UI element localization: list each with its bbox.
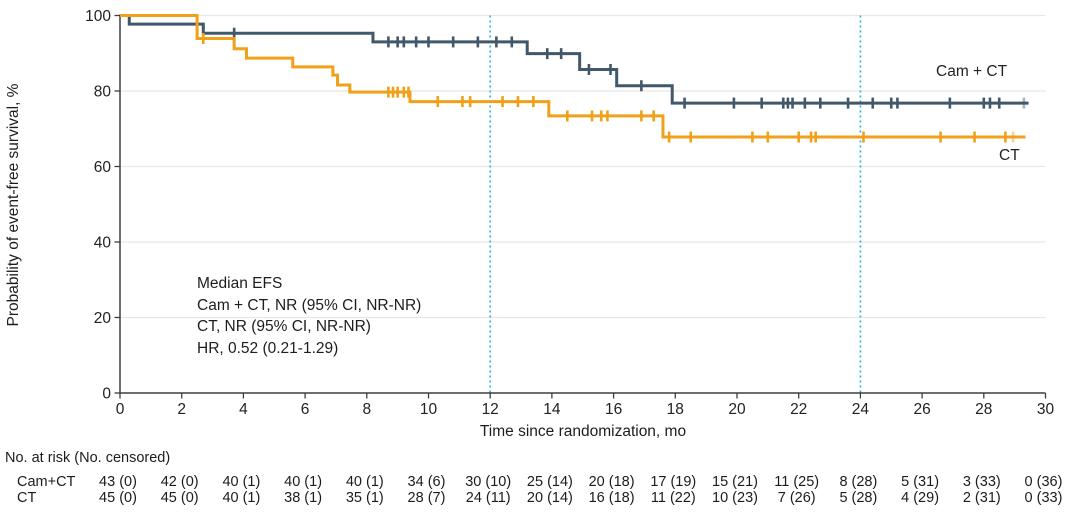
- risk-value-camct-t24: 8 (28): [839, 474, 878, 490]
- risk-table-header: No. at risk (No. censored): [5, 450, 171, 466]
- risk-value-camct-t14: 25 (14): [526, 474, 573, 490]
- risk-value-ct-t14: 20 (14): [526, 490, 573, 506]
- risk-value-camct-t4: 40 (1): [222, 474, 261, 490]
- y-tick-label-60: 60: [94, 159, 112, 176]
- risk-value-camct-t22: 11 (25): [774, 474, 820, 490]
- x-tick-label-4: 4: [239, 401, 248, 418]
- risk-value-camct-t16: 20 (18): [588, 474, 635, 490]
- x-tick-label-0: 0: [116, 401, 125, 418]
- x-tick-label-30: 30: [1037, 401, 1055, 418]
- x-tick-label-10: 10: [420, 401, 438, 418]
- risk-value-camct-t2: 42 (0): [160, 474, 199, 490]
- annotation-line-camct: Cam + CT, NR (95% CI, NR-NR): [197, 296, 422, 314]
- risk-value-ct-t10: 28 (7): [407, 490, 446, 506]
- annotation-line-hr: HR, 0.52 (0.21-1.29): [197, 339, 339, 357]
- x-tick-label-14: 14: [543, 401, 561, 418]
- risk-value-ct-t18: 11 (22): [650, 490, 696, 506]
- x-tick-label-22: 22: [790, 401, 807, 418]
- risk-value-ct-t4: 40 (1): [222, 490, 261, 506]
- km-curve-cam-ct: [120, 14, 1029, 105]
- risk-value-ct-t16: 16 (18): [588, 490, 635, 506]
- risk-value-camct-t8: 40 (1): [345, 474, 384, 490]
- risk-row-label-cam-ct: Cam+CT: [17, 474, 76, 490]
- y-tick-label-100: 100: [85, 8, 111, 25]
- risk-value-camct-t0: 43 (0): [99, 474, 137, 490]
- risk-value-ct-t8: 35 (1): [345, 490, 384, 506]
- risk-value-camct-t20: 15 (21): [712, 474, 758, 490]
- x-tick-label-20: 20: [728, 401, 746, 418]
- risk-value-ct-t28: 2 (31): [962, 490, 1001, 506]
- risk-value-ct-t12: 24 (11): [465, 490, 511, 506]
- risk-value-camct-t12: 30 (10): [465, 474, 512, 490]
- x-tick-label-16: 16: [605, 401, 622, 418]
- risk-value-ct-t24: 5 (28): [839, 490, 878, 506]
- y-tick-label-0: 0: [102, 386, 111, 403]
- x-tick-label-26: 26: [913, 401, 930, 418]
- risk-value-camct-t30: 0 (36): [1024, 474, 1063, 490]
- risk-value-ct-t26: 4 (29): [901, 490, 940, 506]
- y-tick-label-40: 40: [94, 235, 112, 252]
- risk-value-camct-t26: 5 (31): [901, 474, 940, 490]
- risk-value-ct-t22: 7 (26): [777, 490, 816, 506]
- risk-value-ct-t0: 45 (0): [99, 490, 137, 506]
- x-tick-label-18: 18: [667, 401, 684, 418]
- risk-value-camct-t6: 40 (1): [284, 474, 323, 490]
- x-tick-label-12: 12: [482, 401, 499, 418]
- risk-value-camct-t10: 34 (6): [407, 474, 446, 490]
- curve-label-cam-ct: Cam + CT: [936, 63, 1008, 80]
- y-axis-title: Probability of event-free survival, %: [5, 83, 22, 327]
- x-tick-label-2: 2: [177, 401, 186, 418]
- risk-value-ct-t2: 45 (0): [160, 490, 199, 506]
- x-tick-label-8: 8: [362, 401, 371, 418]
- x-tick-label-6: 6: [301, 401, 310, 418]
- risk-value-camct-t18: 17 (19): [650, 474, 697, 490]
- risk-value-camct-t28: 3 (33): [962, 474, 1001, 490]
- y-tick-label-20: 20: [94, 310, 112, 327]
- risk-value-ct-t30: 0 (33): [1024, 490, 1063, 506]
- risk-value-ct-t20: 10 (23): [712, 490, 758, 506]
- x-tick-label-28: 28: [975, 401, 992, 418]
- km-curve-ct: [120, 14, 1026, 139]
- y-tick-label-80: 80: [94, 84, 112, 101]
- annotation-line-ct: CT, NR (95% CI, NR-NR): [197, 318, 371, 335]
- risk-row-label-ct: CT: [17, 490, 37, 506]
- risk-value-ct-t6: 38 (1): [284, 490, 323, 506]
- median-efs-annotation: Median EFS Cam + CT, NR (95% CI, NR-NR) …: [197, 273, 421, 359]
- annotation-line-median: Median EFS: [197, 275, 283, 292]
- curve-label-ct: CT: [999, 147, 1020, 164]
- x-tick-label-24: 24: [852, 401, 870, 418]
- x-axis-title: Time since randomization, mo: [479, 423, 687, 440]
